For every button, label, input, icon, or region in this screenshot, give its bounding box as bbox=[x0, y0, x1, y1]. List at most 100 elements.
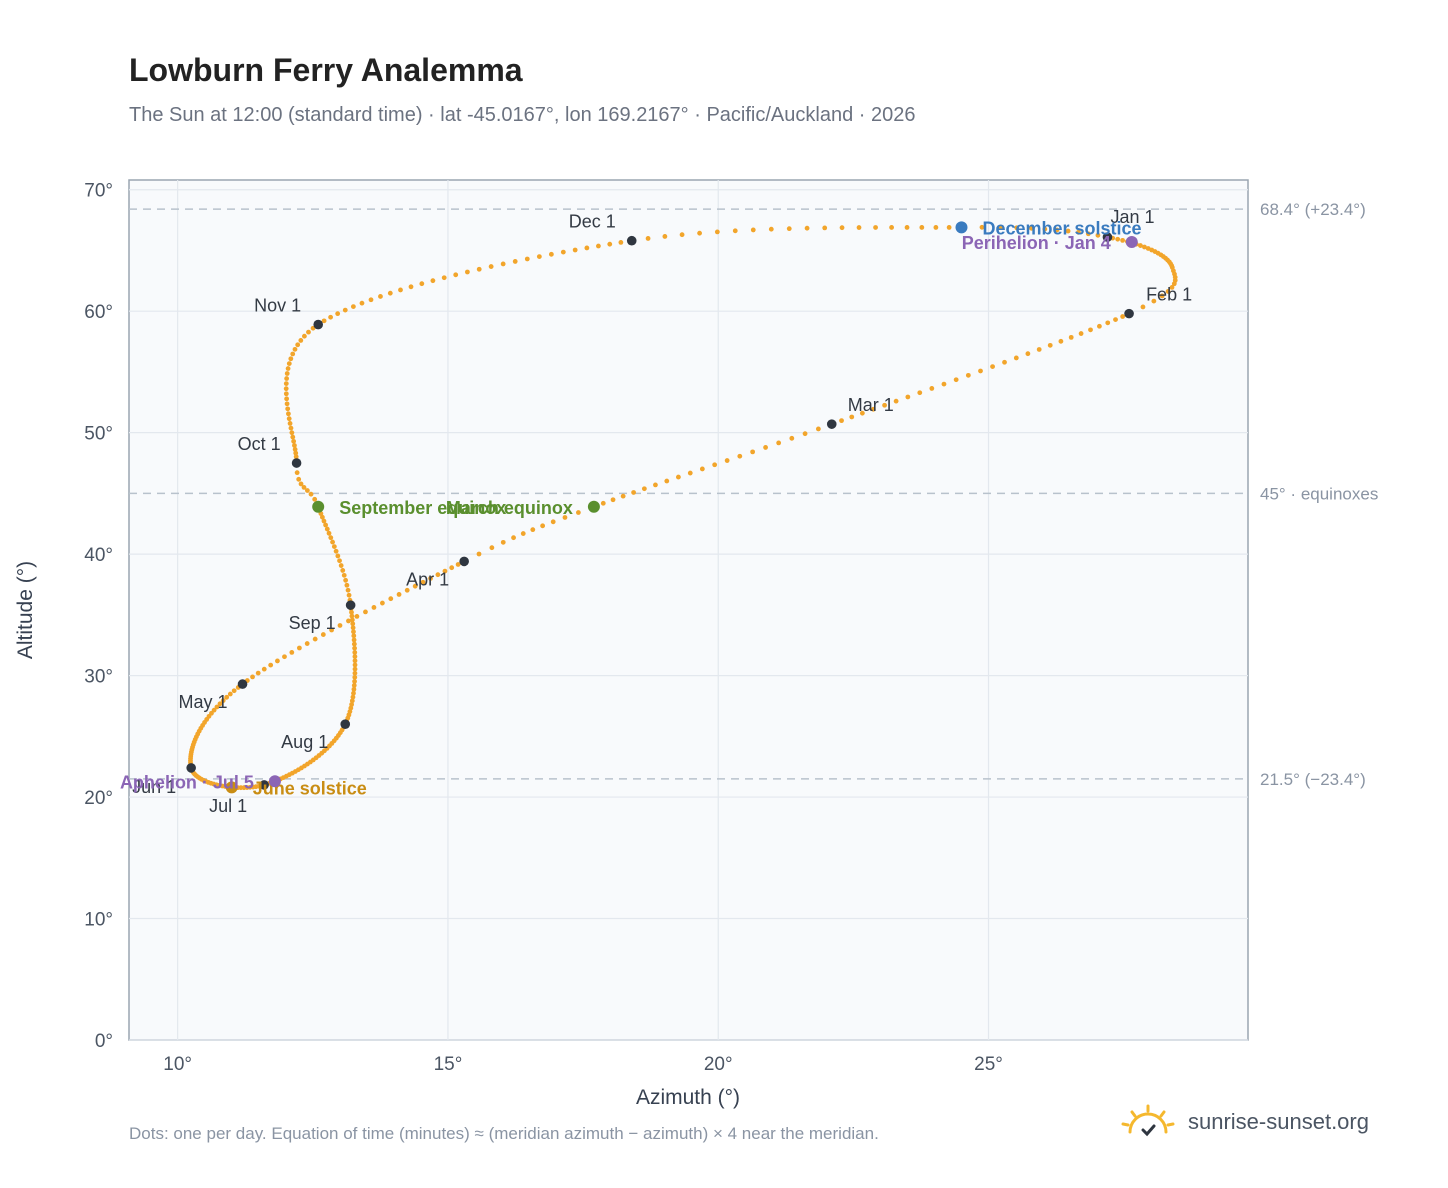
daily-dot bbox=[1151, 298, 1157, 304]
daily-dot bbox=[331, 544, 337, 550]
daily-dot bbox=[289, 649, 295, 655]
daily-dot bbox=[978, 368, 983, 374]
daily-dot bbox=[354, 614, 360, 619]
daily-dot bbox=[396, 592, 402, 597]
daily-dot bbox=[1014, 225, 1020, 231]
daily-dot bbox=[488, 264, 494, 269]
daily-dot bbox=[548, 251, 554, 257]
daily-dot bbox=[351, 641, 357, 647]
daily-dot bbox=[294, 470, 300, 476]
x-axis-label: Azimuth (°) bbox=[636, 1086, 740, 1109]
month-marker-label: Aug 1 bbox=[281, 732, 328, 752]
daily-dot bbox=[856, 225, 862, 230]
daily-dot bbox=[815, 426, 821, 432]
daily-dot bbox=[607, 241, 613, 247]
daily-dot bbox=[1002, 359, 1007, 365]
month-marker-label: Apr 1 bbox=[406, 569, 449, 589]
daily-dot bbox=[1047, 342, 1053, 348]
event-label: September equinox bbox=[339, 498, 506, 518]
daily-dot bbox=[476, 551, 482, 557]
daily-dot bbox=[1169, 284, 1175, 290]
daily-dot bbox=[359, 300, 365, 306]
daily-dot bbox=[292, 443, 297, 448]
daily-dot bbox=[321, 518, 327, 524]
daily-dot bbox=[306, 329, 311, 335]
daily-dot bbox=[1142, 244, 1147, 250]
daily-dot bbox=[387, 290, 393, 296]
daily-dot bbox=[520, 531, 526, 536]
axis-ticks: 0° 10° 20° 30° 40° 50° 60° 70° 10° 15° 20° 25° bbox=[84, 181, 1003, 1075]
daily-dot bbox=[319, 514, 325, 520]
daily-dot bbox=[929, 386, 935, 391]
daily-dot bbox=[1054, 227, 1060, 233]
daily-dot bbox=[404, 587, 410, 593]
month-marker-label: Jul 1 bbox=[209, 796, 247, 816]
daily-dot bbox=[284, 376, 290, 381]
daily-dot bbox=[214, 704, 220, 710]
daily-dot bbox=[1078, 331, 1084, 336]
daily-dot bbox=[455, 562, 461, 567]
daily-dot bbox=[1159, 293, 1165, 299]
daily-dot bbox=[1138, 243, 1143, 248]
daily-dot bbox=[352, 645, 357, 651]
daily-dot bbox=[620, 493, 626, 499]
daily-dot bbox=[329, 627, 335, 633]
daily-dot bbox=[284, 401, 290, 407]
daily-dot bbox=[676, 474, 681, 480]
daily-dot bbox=[697, 230, 702, 236]
daily-dot bbox=[296, 476, 302, 482]
daily-dot bbox=[351, 690, 356, 696]
daily-dot bbox=[1025, 351, 1031, 357]
daily-dot bbox=[1085, 231, 1091, 237]
daily-dot bbox=[575, 510, 581, 515]
y-tick-label: 0° bbox=[95, 1031, 113, 1052]
x-tick-label: 25° bbox=[974, 1054, 1003, 1075]
daily-dot bbox=[419, 281, 425, 287]
daily-dot bbox=[285, 366, 291, 371]
daily-dot bbox=[255, 670, 261, 676]
daily-dot bbox=[1165, 289, 1171, 294]
daily-dot bbox=[231, 688, 237, 694]
daily-dot bbox=[330, 539, 335, 545]
daily-dot bbox=[430, 278, 436, 284]
daily-dot bbox=[368, 297, 374, 303]
daily-dot bbox=[337, 623, 343, 628]
reference-line-label: 68.4° (+23.4°) bbox=[1260, 200, 1366, 219]
daily-dot bbox=[398, 287, 403, 293]
daily-dot bbox=[714, 229, 720, 235]
daily-dot bbox=[1058, 338, 1064, 344]
daily-dot bbox=[768, 226, 774, 232]
y-tick-label: 50° bbox=[84, 424, 113, 445]
event-marker bbox=[268, 775, 281, 788]
daily-dot bbox=[1095, 232, 1101, 238]
daily-dot bbox=[333, 548, 339, 554]
daily-dot bbox=[953, 377, 959, 383]
month-marker bbox=[1102, 232, 1113, 242]
month-marker bbox=[826, 419, 837, 429]
month-marker bbox=[340, 719, 351, 729]
event-marker bbox=[955, 221, 968, 234]
daily-dot bbox=[346, 592, 352, 598]
daily-dot bbox=[408, 284, 414, 290]
daily-dot bbox=[352, 674, 358, 680]
daily-dot bbox=[1042, 226, 1048, 232]
daily-dot bbox=[290, 434, 296, 440]
daily-dot bbox=[489, 545, 495, 551]
daily-dot bbox=[1140, 304, 1146, 310]
daily-dot bbox=[352, 670, 358, 676]
daily-dot bbox=[420, 579, 426, 585]
daily-dot bbox=[312, 636, 318, 642]
brand[interactable]: sunrise-sunset.org bbox=[1120, 1104, 1369, 1140]
daily-dot bbox=[363, 609, 368, 615]
daily-dot bbox=[524, 256, 530, 262]
daily-dot bbox=[308, 491, 314, 497]
daily-dot bbox=[653, 482, 658, 488]
daily-dot bbox=[1113, 317, 1118, 322]
event-marker bbox=[1125, 235, 1138, 248]
daily-dot bbox=[822, 225, 828, 231]
daily-dot bbox=[344, 582, 350, 588]
month-marker bbox=[345, 600, 356, 610]
grid-lines bbox=[129, 180, 1248, 1041]
daily-dot bbox=[584, 245, 590, 251]
daily-dot bbox=[859, 410, 865, 416]
